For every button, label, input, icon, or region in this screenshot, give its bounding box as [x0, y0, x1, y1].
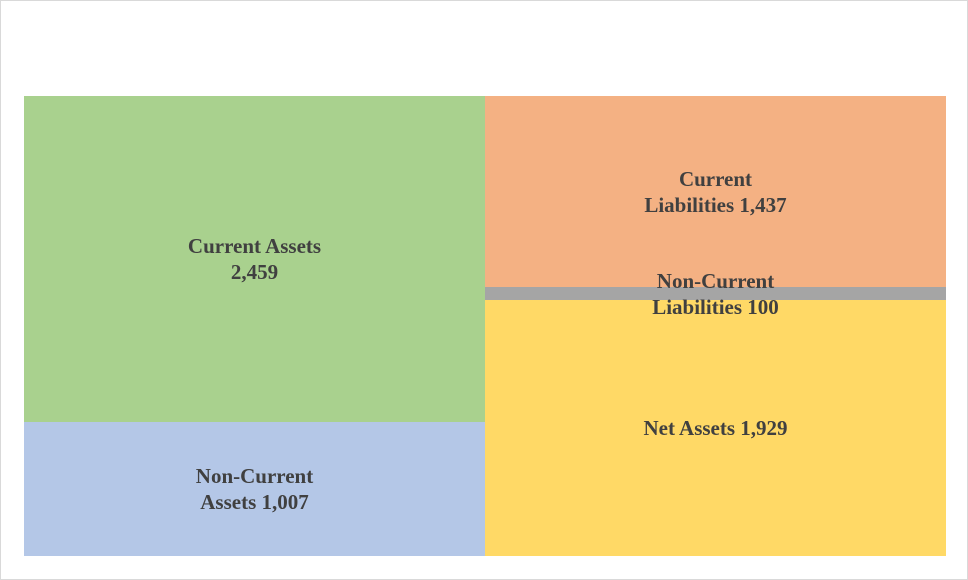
tile-current-assets: [24, 96, 485, 422]
tile-label-non-current-liabilities: Non-Current Liabilities 100: [652, 268, 779, 320]
tile-label-current-liabilities: Current Liabilities 1,437: [644, 166, 786, 218]
tile-label-line: Non-Current: [195, 464, 314, 488]
tile-label-line: Assets 1,007: [200, 490, 309, 514]
tile-label-line: Current Assets: [187, 234, 322, 258]
tile-non-current-liabilities: [485, 287, 946, 300]
tile-label-line: Liabilities 100: [652, 294, 779, 319]
tile-label-line: Non-Current: [656, 268, 775, 293]
tile-label-current-assets: Current Assets 2,459: [188, 233, 321, 285]
tile-label-line: Current: [678, 166, 753, 191]
tile-current-liabilities: [485, 96, 946, 287]
treemap-plot: Current Assets 2,459 Non-Current Assets 1,0…: [24, 96, 946, 556]
tile-label-non-current-assets: Non-Current Assets 1,007: [196, 463, 313, 515]
tile-non-current-assets: [24, 422, 485, 556]
tile-label-line: Liabilities 1,437: [644, 192, 787, 217]
tile-label-line: Net Assets 1,929: [643, 416, 788, 440]
tile-net-assets: [485, 300, 946, 556]
tile-label-net-assets: Net Assets 1,929: [643, 415, 787, 441]
tile-label-line: 2,459: [230, 260, 279, 284]
